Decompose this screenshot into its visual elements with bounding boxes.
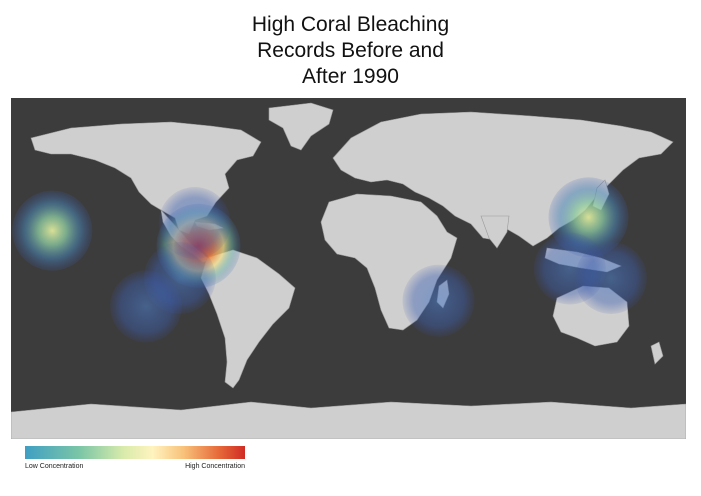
hotspot-hawaii: [12, 190, 93, 271]
landmass-south-america: [200, 249, 296, 389]
landmass-new-zealand: [650, 341, 664, 365]
hotspot-gulf-of-mexico-florida: [158, 187, 231, 259]
legend-high-label: High Concentration: [185, 463, 245, 470]
map-title: High Coral Bleaching Records Before and …: [0, 12, 701, 90]
legend-color-ramp: [25, 446, 245, 459]
hotspot-madagascar-mozambique-channel: [402, 264, 475, 337]
bleaching-hotspots: [12, 177, 647, 343]
map-title-line-1: High Coral Bleaching: [251, 13, 450, 36]
hotspot-southeast-pacific: [110, 270, 182, 343]
color-legend: Low Concentration High Concentration: [25, 446, 245, 476]
legend-low-label: Low Concentration: [25, 463, 84, 470]
landmass-antarctica: [11, 401, 686, 439]
landmass-greenland: [268, 102, 334, 151]
world-map[interactable]: [11, 98, 686, 439]
landmass-india: [480, 215, 510, 249]
world-map-svg: [11, 98, 686, 439]
map-title-line-2: Records Before and: [257, 39, 444, 62]
map-title-line-3: After 1990: [302, 65, 399, 88]
hotspot-australia: [575, 242, 647, 314]
